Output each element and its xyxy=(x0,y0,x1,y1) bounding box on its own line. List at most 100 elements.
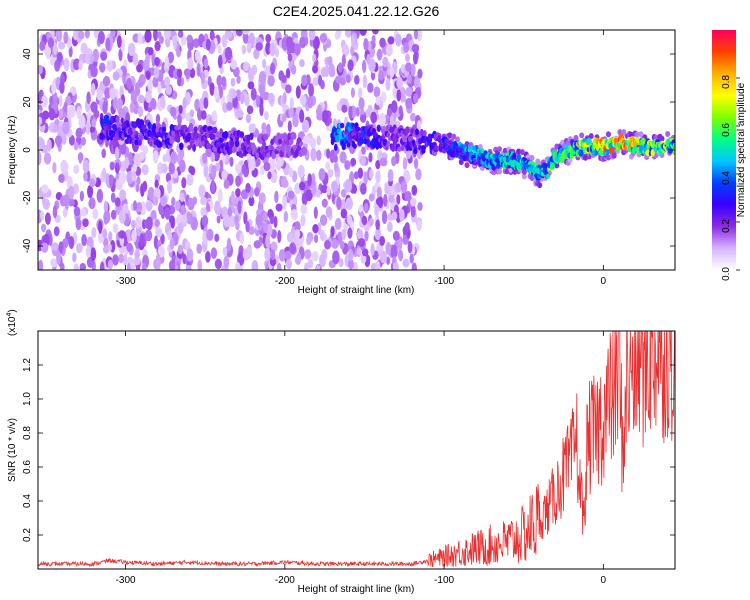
spectrogram-ridge-cell xyxy=(549,163,556,170)
spectrogram-noise-cell xyxy=(177,244,184,255)
spectrogram-noise-cell xyxy=(261,122,267,132)
spectrogram-noise-cell xyxy=(116,35,122,49)
spectrogram-noise-cell xyxy=(241,44,247,55)
spectrogram-noise-cell xyxy=(316,135,321,146)
spectrogram-noise-cell xyxy=(144,229,153,242)
spectrogram-noise-cell xyxy=(73,164,80,174)
spectrogram-noise-cell xyxy=(375,260,381,270)
spectrogram-y-tick-label: 0 xyxy=(22,147,33,153)
spectrogram-noise-cell xyxy=(137,32,143,45)
spectrogram-ridge-cell xyxy=(393,137,399,143)
spectrogram-noise-cell xyxy=(304,249,312,260)
spectrogram-noise-cell xyxy=(386,221,393,233)
spectrogram-noise-cell xyxy=(258,70,267,85)
spectrogram-noise-cell xyxy=(218,159,224,174)
spectrogram-band-cell xyxy=(621,129,627,136)
spectrogram-noise-cell xyxy=(160,95,166,109)
snr-x-tick-label: -200 xyxy=(275,575,295,586)
spectrogram-noise-cell xyxy=(99,80,105,92)
spectrogram-noise-cell xyxy=(40,242,49,253)
spectrogram-noise-cell xyxy=(72,183,79,195)
spectrogram-ridge-cell xyxy=(397,146,402,152)
spectrogram-noise-cell xyxy=(90,65,98,78)
spectrogram-noise-cell xyxy=(414,76,420,88)
spectrogram-noise-cell xyxy=(137,78,144,88)
spectrogram-noise-cell xyxy=(307,96,314,109)
spectrogram-noise-cell xyxy=(306,236,312,246)
spectrogram-noise-cell xyxy=(147,78,153,93)
spectrogram-noise-cell xyxy=(264,65,272,78)
spectrogram-ridge-cell xyxy=(211,126,218,134)
spectrogram-noise-cell xyxy=(269,62,276,75)
spectrogram-y-tick-label: -20 xyxy=(22,190,33,205)
spectrogram-noise-cell xyxy=(400,93,407,103)
spectrogram-noise-cell xyxy=(267,75,275,87)
spectrogram-noise-cell xyxy=(361,215,368,226)
spectrogram-noise-cell xyxy=(299,36,307,49)
spectrogram-noise-cell xyxy=(312,76,320,86)
spectrogram-noise-cell xyxy=(196,63,201,77)
figure-title: C2E4.2025.041.22.12.G26 xyxy=(273,3,440,19)
spectrogram-noise-cell xyxy=(131,229,137,243)
spectrogram-noise-cell xyxy=(82,159,90,173)
spectrogram-noise-cell xyxy=(210,152,216,163)
spectrogram-noise-cell xyxy=(248,225,256,235)
spectrogram-noise-cell xyxy=(145,70,151,80)
spectrogram-noise-cell xyxy=(375,228,381,240)
spectrogram-noise-cell xyxy=(381,210,388,224)
spectrogram-noise-cell xyxy=(290,208,298,220)
spectrogram-noise-cell xyxy=(308,30,316,41)
spectrogram-noise-cell xyxy=(262,222,268,234)
spectrogram-noise-cell xyxy=(141,164,149,176)
spectrogram-ridge-cell xyxy=(340,122,345,129)
spectrogram-y-label: Frequency (Hz) xyxy=(7,116,18,185)
spectrogram-noise-cell xyxy=(38,138,45,151)
spectrogram-ridge-cell xyxy=(334,134,340,143)
spectrogram-noise-cell xyxy=(84,30,90,39)
spectrogram-noise-cell xyxy=(412,51,419,65)
spectrogram-noise-cell xyxy=(285,258,292,270)
spectrogram-noise-cell xyxy=(247,81,255,90)
spectrogram-noise-cell xyxy=(417,202,423,211)
spectrogram-ridge-cell xyxy=(110,132,115,138)
spectrogram-noise-cell xyxy=(87,184,94,199)
spectrogram-ridge-cell xyxy=(279,149,285,158)
spectrogram-noise-cell xyxy=(267,171,272,180)
spectrogram-noise-cell xyxy=(301,74,308,87)
spectrogram-noise-cell xyxy=(118,253,124,264)
spectrogram-ridge-cell xyxy=(234,139,240,148)
spectrogram-band-cell xyxy=(516,148,522,155)
spectrogram-noise-cell xyxy=(368,58,376,72)
spectrogram-noise-cell xyxy=(299,181,306,191)
spectrogram-noise-cell xyxy=(133,153,141,167)
spectrogram-noise-cell xyxy=(347,59,354,72)
spectrogram-noise-cell xyxy=(379,235,386,246)
spectrogram-noise-cell xyxy=(242,30,250,35)
spectrogram-noise-cell xyxy=(384,183,391,195)
spectrogram-noise-cell xyxy=(402,157,408,171)
spectrogram-noise-cell xyxy=(294,221,301,233)
spectrogram-noise-cell xyxy=(255,42,263,51)
spectrogram-noise-cell xyxy=(41,94,48,108)
spectrogram-noise-cell xyxy=(196,243,202,254)
spectrogram-band-cell xyxy=(653,152,659,159)
spectrogram-noise-cell xyxy=(52,161,57,174)
spectrogram-noise-cell xyxy=(221,76,227,87)
spectrogram-noise-cell xyxy=(417,68,423,79)
spectrogram-ridge-cell xyxy=(223,131,229,139)
spectrogram-noise-cell xyxy=(332,250,340,265)
spectrogram-noise-cell xyxy=(224,30,233,40)
spectrogram-noise-cell xyxy=(310,147,317,162)
spectrogram-noise-cell xyxy=(364,230,369,242)
spectrogram-noise-cell xyxy=(388,194,395,203)
spectrogram-noise-cell xyxy=(327,168,334,178)
spectrogram-noise-cell xyxy=(180,204,186,216)
spectrogram-noise-cell xyxy=(398,105,403,116)
spectrogram-noise-cell xyxy=(316,112,324,121)
spectrogram-noise-cell xyxy=(123,157,130,169)
spectrogram-noise-cell xyxy=(327,56,333,67)
spectrogram-noise-cell xyxy=(311,185,317,196)
spectrogram-band-cell xyxy=(665,130,671,137)
spectrogram-noise-cell xyxy=(162,154,168,163)
spectrogram-noise-cell xyxy=(88,197,96,210)
